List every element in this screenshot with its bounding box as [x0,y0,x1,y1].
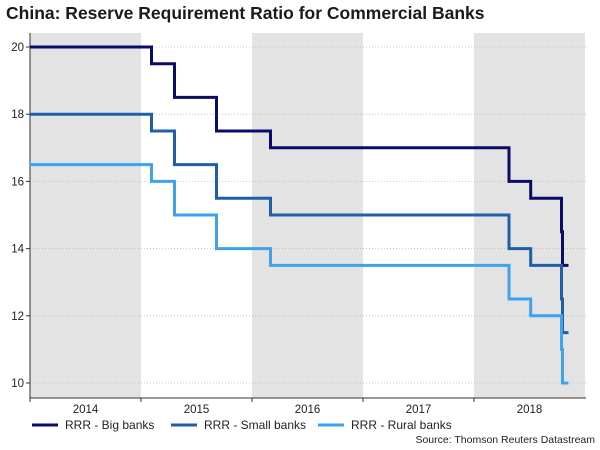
legend-label-2: RRR - Small banks [204,418,306,432]
shaded-band-2014 [30,33,141,398]
y-tick-label: 10 [11,378,24,390]
legend-label-1: RRR - Big banks [65,418,154,432]
y-tick-label: 16 [11,176,24,188]
series-line-1 [30,45,569,267]
chart-title: China: Reserve Requirement Ratio for Com… [6,3,485,23]
legend-label-3: RRR - Rural banks [351,418,452,432]
y-tick-label: 12 [11,311,24,323]
series-line-2 [30,112,569,335]
y-tick-label: 18 [11,109,24,121]
x-tick-label: 2016 [295,404,321,416]
y-tick-label: 20 [11,42,24,54]
x-tick-label: 2017 [406,404,432,416]
series-line-3 [30,163,569,385]
y-tick-label: 14 [11,244,24,256]
x-tick-label: 2015 [184,404,210,416]
x-tick-label: 2014 [73,404,99,416]
x-tick-label: 2018 [517,404,543,416]
source-note: Source: Thomson Reuters Datastream [415,434,595,446]
